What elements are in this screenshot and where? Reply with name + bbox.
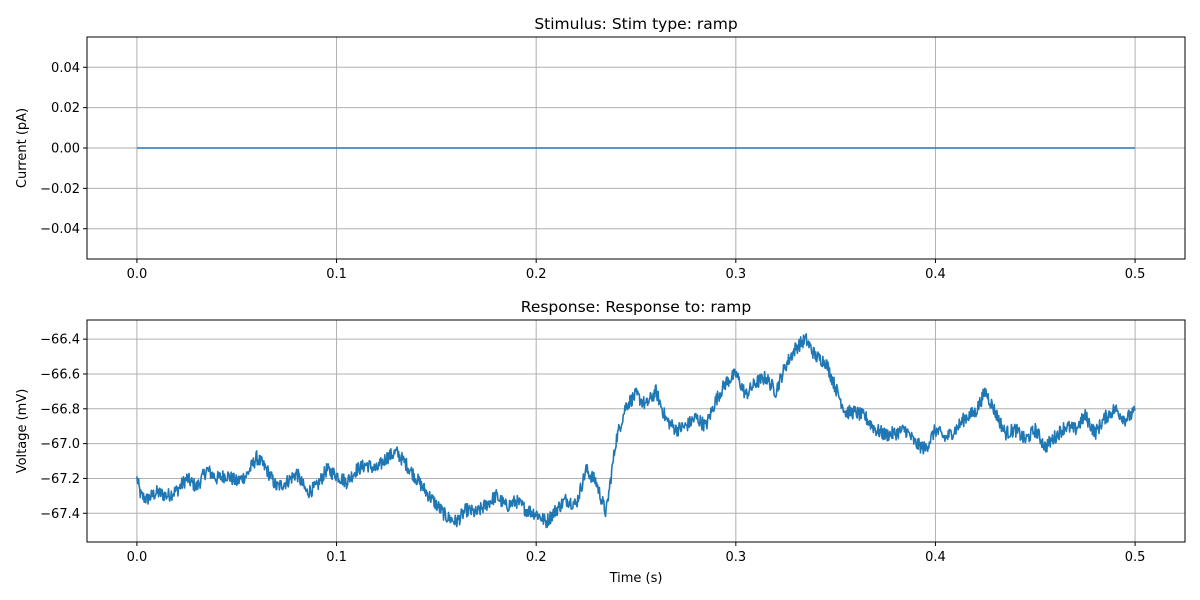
- response-y-tick-label: −66.8: [40, 402, 80, 417]
- response-ticks: 0.0 0.1 0.2 0.3 0.4 0.5 −66.4 −66.6 −66.8 −67.0 −6…: [40, 333, 1145, 565]
- response-x-tick-label: 0.3: [725, 550, 746, 565]
- response-y-tick-label: −66.6: [40, 367, 80, 382]
- response-x-tick-label: 0.5: [1125, 550, 1146, 565]
- response-panel: Response: Response to: ramp 0.0 0.1 0.2 0.3…: [15, 298, 1186, 586]
- stimulus-x-tick-label: 0.5: [1125, 267, 1146, 282]
- stimulus-y-tick-label: 0.02: [51, 101, 80, 116]
- stimulus-y-axis-label: Current (pA): [15, 108, 30, 188]
- response-plot-area: [136, 333, 1136, 529]
- stimulus-y-tick-label: 0.00: [51, 142, 80, 157]
- stimulus-x-tick-label: 0.4: [925, 267, 946, 282]
- response-series-line: [136, 333, 1136, 529]
- stimulus-y-tick-label: −0.04: [40, 222, 80, 237]
- response-x-tick-label: 0.2: [526, 550, 547, 565]
- stimulus-x-tick-label: 0.0: [127, 267, 148, 282]
- response-x-tick-label: 0.4: [925, 550, 946, 565]
- response-x-axis-label: Time (s): [609, 571, 663, 586]
- response-title: Response: Response to: ramp: [521, 298, 751, 316]
- response-x-tick-label: 0.0: [127, 550, 148, 565]
- response-y-tick-label: −67.0: [40, 437, 80, 452]
- stimulus-x-tick-label: 0.2: [526, 267, 547, 282]
- stimulus-panel: Stimulus: Stim type: ramp 0.0 0.1 0.2 0.3 0.…: [15, 15, 1186, 282]
- response-y-axis-label: Voltage (mV): [15, 389, 30, 474]
- stimulus-ticks: 0.0 0.1 0.2 0.3 0.4 0.5 0.04 0.02 0.00 −0.02 −0.04: [40, 61, 1145, 282]
- response-axes-frame: [86, 319, 1186, 543]
- response-x-tick-label: 0.1: [326, 550, 347, 565]
- stimulus-y-tick-label: 0.04: [51, 61, 80, 76]
- stimulus-x-tick-label: 0.3: [725, 267, 746, 282]
- stimulus-title: Stimulus: Stim type: ramp: [534, 15, 737, 33]
- stimulus-y-tick-label: −0.02: [40, 182, 80, 197]
- response-y-tick-label: −67.2: [40, 472, 80, 487]
- stimulus-x-tick-label: 0.1: [326, 267, 347, 282]
- response-y-tick-label: −66.4: [40, 333, 80, 348]
- response-y-tick-label: −67.4: [40, 507, 80, 522]
